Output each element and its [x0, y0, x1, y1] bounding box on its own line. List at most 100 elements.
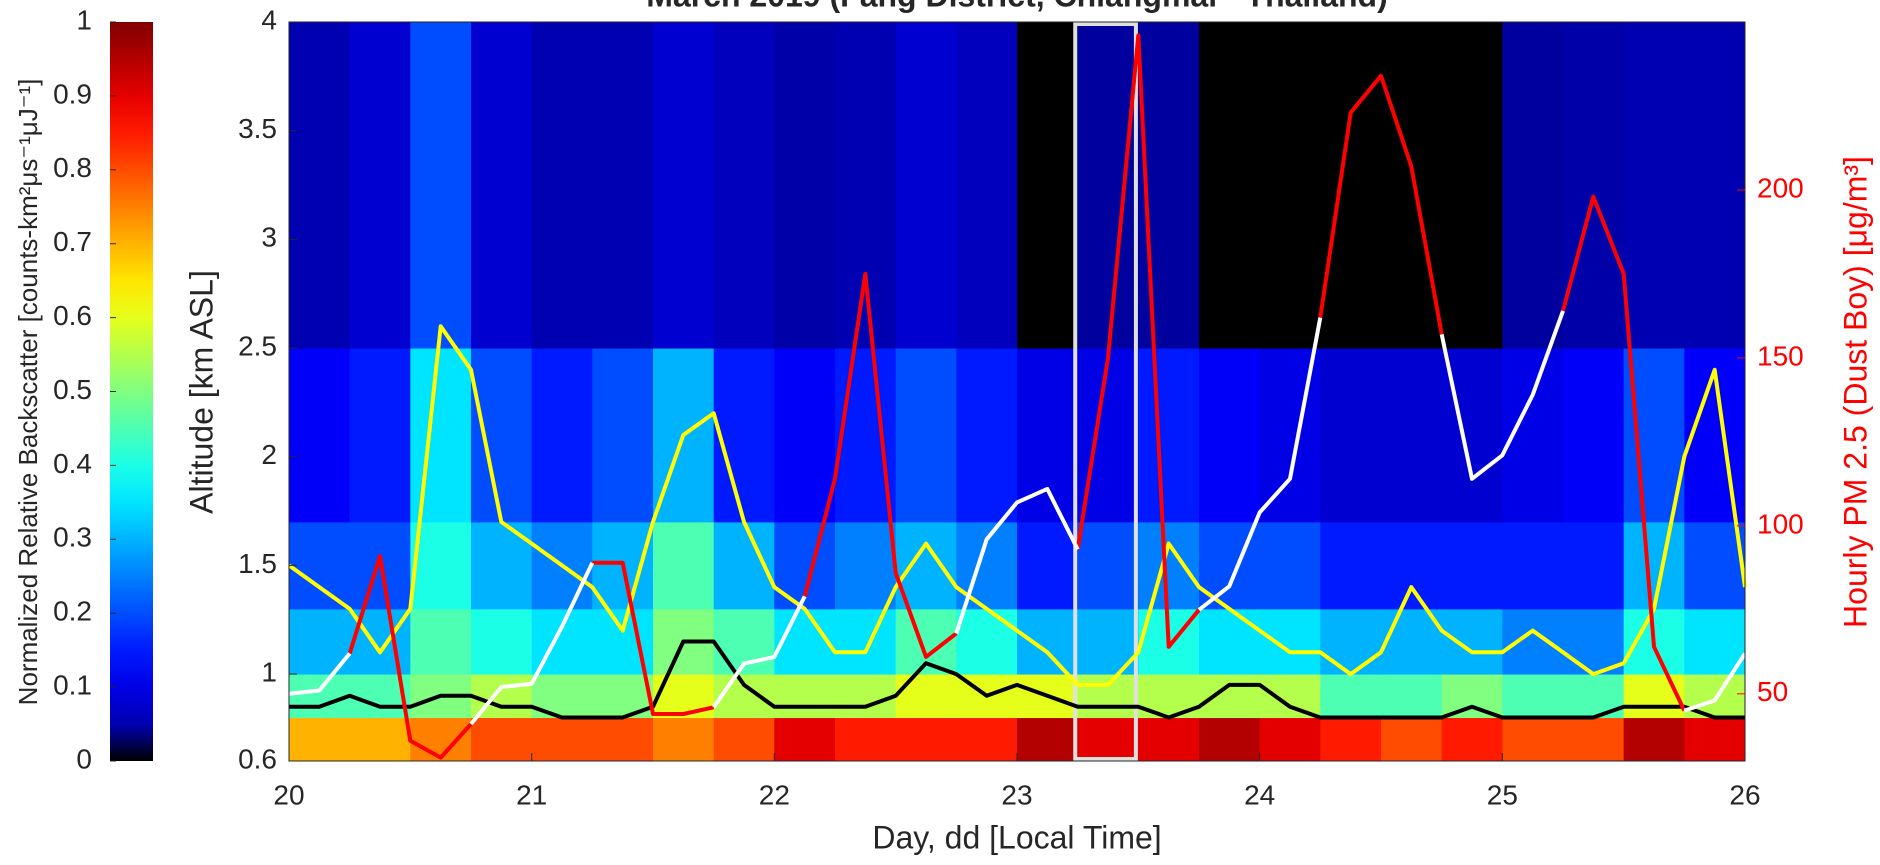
heatmap-cell: [835, 717, 897, 762]
heatmap-cell: [289, 22, 351, 349]
heatmap-cell: [1138, 521, 1200, 610]
series-line: [347, 33, 1687, 760]
y-tick-label: 0.6: [238, 743, 277, 774]
heatmap-cell: [349, 348, 411, 523]
heatmap-cell: [653, 22, 715, 349]
heatmap-cell: [1077, 674, 1139, 719]
heatmap-cell: [1138, 717, 1200, 762]
heatmap-cell: [1684, 717, 1746, 762]
heatmap-cell: [1502, 521, 1564, 610]
heatmap-cell: [1199, 348, 1261, 523]
y2-tick-label: 150: [1757, 340, 1804, 371]
heatmap-cell: [1563, 348, 1625, 523]
heatmap-cell: [1684, 521, 1746, 610]
heatmap-cell: [1381, 22, 1443, 349]
heatmap-cell: [774, 717, 836, 762]
heatmap-cell: [1684, 22, 1746, 349]
chart-title: March 2019 (Fang District, Chiangmai - T…: [646, 0, 1387, 13]
heatmap-cell: [774, 348, 836, 523]
series-line: [287, 324, 1747, 687]
colorbar-tick-label: 0.3: [53, 522, 92, 553]
y2-axis-label: Hourly PM 2.5 (Dust Boy) [μg/m³]: [1837, 156, 1873, 628]
x-tick-label: 25: [1487, 779, 1518, 810]
heatmap-cell: [1077, 608, 1139, 675]
heatmap-cell: [653, 674, 715, 719]
heatmap-cell: [1441, 608, 1503, 675]
heatmap-cell: [1199, 608, 1261, 675]
heatmap-cell: [592, 348, 654, 523]
x-tick-label: 21: [516, 779, 547, 810]
heatmap-cell: [592, 22, 654, 349]
heatmap-cell: [1320, 348, 1382, 523]
heatmap-cell: [1199, 717, 1261, 762]
heatmap-cell: [410, 521, 472, 610]
highlight-box: [1073, 22, 1138, 761]
x-tick-label: 20: [273, 779, 304, 810]
heatmap-cell: [289, 674, 351, 719]
heatmap-cell: [471, 22, 533, 349]
heatmap-cell: [956, 348, 1018, 523]
heatmap-cell: [895, 22, 957, 349]
heatmap-cell: [349, 717, 411, 762]
heatmap-cell: [471, 608, 533, 675]
heatmap-cell: [1259, 521, 1321, 610]
heatmap-cell: [1502, 674, 1564, 719]
heatmap-cell: [1259, 22, 1321, 349]
heatmap-cell: [895, 717, 957, 762]
heatmap-cell: [1381, 674, 1443, 719]
heatmap-cell: [1623, 674, 1685, 719]
colorbar-tick-label: 0.1: [53, 669, 92, 700]
heatmap-cell: [531, 22, 593, 349]
colorbar-tick-label: 0.8: [53, 152, 92, 183]
heatmap-cell: [289, 717, 351, 762]
heatmap-cell: [1441, 717, 1503, 762]
series-line: [289, 639, 1745, 720]
heatmap-cell: [1259, 608, 1321, 675]
heatmap-cell: [653, 521, 715, 610]
heatmap-cell: [1077, 521, 1139, 610]
heatmap-cell: [713, 22, 775, 349]
y-tick-label: 4: [261, 4, 277, 35]
heatmap-cell: [1199, 674, 1261, 719]
heatmap-cell: [1077, 22, 1139, 349]
heatmap-cell: [956, 22, 1018, 349]
colorbar-tick-label: 0: [76, 743, 92, 774]
y-tick-label: 2: [261, 439, 277, 470]
heatmap-cell: [895, 521, 957, 610]
x-tick-label: 22: [759, 779, 790, 810]
heatmap-cell: [1017, 717, 1079, 762]
heatmap-cell: [1623, 521, 1685, 610]
heatmap-cell: [956, 717, 1018, 762]
heatmap-cell: [1441, 22, 1503, 349]
heatmap-cell: [1563, 22, 1625, 349]
y-tick-label: 2.5: [238, 330, 277, 361]
heatmap-cell: [956, 521, 1018, 610]
y-tick-label: 3: [261, 222, 277, 253]
heatmap-cell: [835, 22, 897, 349]
heatmap-cell: [835, 674, 897, 719]
heatmap-cell: [1563, 717, 1625, 762]
colorbar-tick-label: 0.5: [53, 374, 92, 405]
heatmap-cell: [1017, 521, 1079, 610]
colorbar-tick-label: 0.4: [53, 448, 92, 479]
y-tick-label: 3.5: [238, 113, 277, 144]
heatmap-cell: [1381, 348, 1443, 523]
colorbar-tick-label: 0.9: [53, 78, 92, 109]
heatmap-cell: [774, 22, 836, 349]
heatmap-cell: [1563, 521, 1625, 610]
y-tick-label: 1.5: [238, 548, 277, 579]
heatmap-cell: [835, 608, 897, 675]
heatmap-cell: [1623, 22, 1685, 349]
heatmap-cell: [1259, 674, 1321, 719]
y-axis-label: Altitude [km ASL]: [183, 270, 219, 514]
heatmap-cell: [1623, 717, 1685, 762]
heatmap-cell: [410, 608, 472, 675]
x-axis-label: Day, dd [Local Time]: [872, 819, 1161, 855]
y2-tick-label: 50: [1757, 676, 1788, 707]
heatmap-cell: [410, 717, 472, 762]
heatmap-cell: [410, 22, 472, 349]
heatmap-cell: [713, 717, 775, 762]
heatmap-cell: [1138, 22, 1200, 349]
heatmap-cell: [289, 521, 351, 610]
